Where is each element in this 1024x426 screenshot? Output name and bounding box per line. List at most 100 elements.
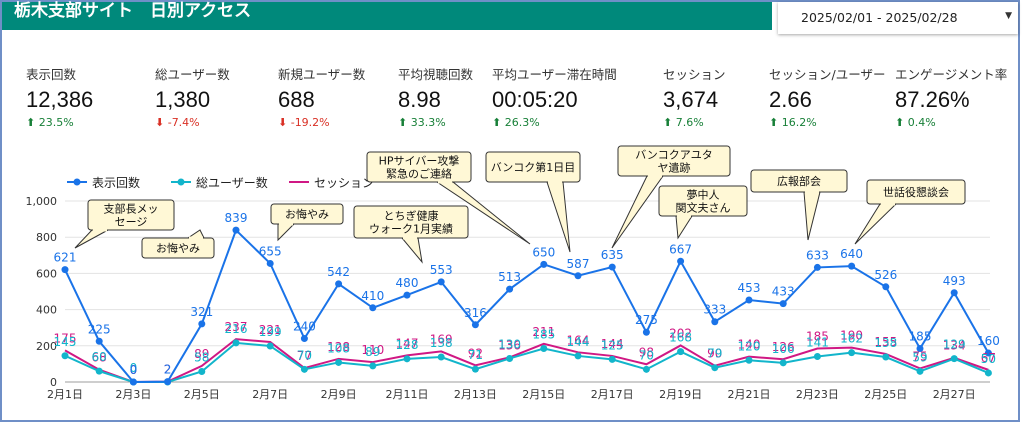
annotation-pointer [400,237,423,264]
data-label: 221 [259,323,282,337]
kpi-change-value: 7.6% [675,116,704,129]
data-label: 240 [293,320,316,334]
annotation-callout [87,199,175,231]
annotation-callout [485,151,581,183]
x-tick-label: 2月15日 [522,388,565,401]
data-label: 136 [498,338,521,352]
data-label: 70 [297,348,312,362]
data-point [506,285,514,293]
annotation-text: お悔やみ [156,241,200,255]
data-label: 185 [909,330,932,344]
annotation-callout [617,145,731,177]
data-label: 89 [365,345,380,359]
data-point [779,359,787,367]
x-tick-label: 2月7日 [252,388,288,401]
data-label: 71 [468,348,483,362]
data-point [950,355,958,363]
data-label: 89 [194,347,209,361]
data-label: 199 [259,325,282,339]
arrow-up-icon: ⬆ [769,116,779,129]
data-label: 316 [464,306,487,320]
data-point [574,272,582,280]
annotation-text: セージ [115,216,148,229]
data-label: 542 [327,265,350,279]
kpi-change-value: 33.3% [410,116,446,129]
data-label: 126 [772,340,795,354]
data-label: 2 [164,363,172,377]
data-label: 667 [669,242,692,256]
kpi-label: セッション [663,67,726,82]
x-tick-label: 2月1日 [47,388,83,401]
legend-swatch-pageviews [67,178,87,186]
data-label: 129 [943,338,966,352]
kpi-value: 8.98 [398,87,441,112]
data-label: 655 [259,244,282,258]
data-label: 0 [130,361,138,375]
data-point [471,365,479,373]
date-range-value: 2025/02/01 - 2025/02/28 [801,10,958,25]
data-point [129,378,137,386]
data-label: 553 [430,263,453,277]
data-label: 60 [92,350,107,364]
data-point [95,337,103,345]
x-tick-label: 2月9日 [321,388,357,401]
data-label: 526 [874,268,897,282]
kpi-card: セッション/ユーザー 2.66 ⬆ 16.2% [769,64,885,129]
data-point [164,378,172,386]
kpi-change-value: 23.5% [38,116,74,129]
data-label: 70 [639,348,654,362]
data-label: 2 [164,363,172,377]
x-tick-label: 2月27日 [933,388,976,401]
data-label: 185 [532,328,555,342]
date-range-selector[interactable]: 2025/02/01 - 2025/02/28 ▼ [778,2,1018,34]
kpi-label: 平均ユーザー滞在時間 [492,67,617,82]
annotation-callout [366,151,472,183]
data-label: 134 [943,339,966,353]
data-label: 68 [92,351,107,365]
data-label: 138 [430,336,453,350]
arrow-up-icon: ⬆ [398,116,408,129]
x-tick-label: 2月13日 [454,388,497,401]
data-point [677,257,685,265]
data-label: 453 [738,281,761,295]
data-label: 141 [806,335,829,349]
annotation-joint [648,174,662,178]
kpi-value: 2.66 [769,87,812,112]
kpi-value: 3,674 [663,87,719,112]
kpi-change: ⬇ -19.2% [278,116,365,129]
data-label: 410 [361,289,384,303]
kpi-card: 総ユーザー数 1,380 ⬇ -7.4% [155,64,230,129]
data-point [198,320,206,328]
annotation-text: お悔やみ [285,207,329,221]
y-tick-label: 400 [36,304,57,317]
annotation-text: バンコク第1日目 [491,160,576,174]
data-label: 493 [943,274,966,288]
data-point [984,349,992,357]
kpi-change: ⬆ 26.3% [492,116,617,129]
kpi-change: ⬇ -7.4% [155,116,230,129]
data-label: 106 [772,342,795,356]
annotation-text: 関文夫さん [676,201,731,215]
data-label: 190 [840,329,863,343]
data-label: 216 [225,322,248,336]
data-point [882,283,890,291]
data-point [369,362,377,370]
data-label: 67 [981,351,996,365]
annotation-text: ウォーク1月実績 [369,222,453,236]
data-label: 128 [396,338,419,352]
y-tick-label: 600 [36,267,57,280]
data-label: 162 [840,332,863,346]
data-point [711,318,719,326]
data-point [232,339,240,347]
data-point [608,355,616,363]
x-tick-label: 2月25日 [864,388,907,401]
data-point [198,368,206,376]
kpi-change: ⬆ 23.5% [26,116,93,129]
data-point [403,291,411,299]
y-tick-label: 1,000 [26,195,58,208]
data-point [403,355,411,363]
data-label: 225 [88,322,111,336]
kpi-card: 平均ユーザー滞在時間 00:05:20 ⬆ 26.3% [492,64,617,129]
kpi-change-value: -19.2% [290,116,330,129]
data-label: 640 [840,247,863,261]
